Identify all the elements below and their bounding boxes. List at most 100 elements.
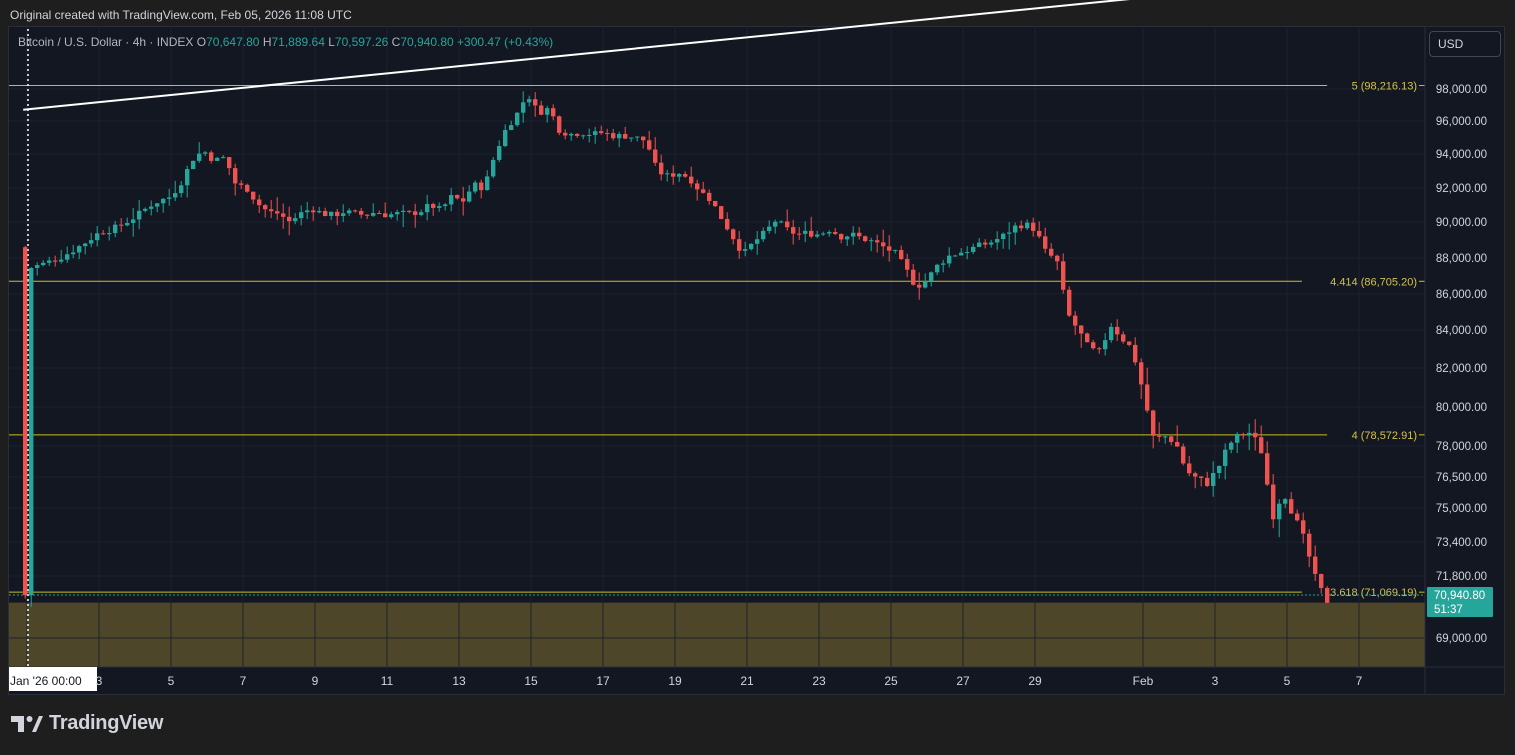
candle-body [863,236,868,242]
candle-body [935,264,940,273]
time-axis-label: 3 [96,674,103,688]
candle-body [1277,503,1282,520]
candle-body [1313,556,1318,574]
candle-body [431,204,436,208]
time-axis-label: 11 [381,674,394,688]
candle-body [359,210,364,215]
candle-body [311,210,316,213]
candle-body [365,214,370,216]
price-axis-label: 96,000.00 [1436,116,1487,128]
last-price-countdown: 51:37 [1434,604,1463,616]
candle-body [1103,340,1108,350]
candle-body [71,252,76,255]
candle-body [1205,477,1210,486]
candle-body [809,230,814,237]
candle-body [107,232,112,235]
candle-body [341,213,346,217]
candle-body [119,224,124,226]
candle-body [923,281,928,288]
candle-body [929,272,934,282]
candle-body [197,153,202,161]
candle-body [551,108,556,117]
candle-body [1175,441,1180,447]
candle-body [797,233,802,235]
candle-body [407,210,412,212]
candle-body [275,211,280,214]
candle-body [353,210,358,212]
candle-body [317,211,322,213]
candle-body [779,221,784,223]
candle-body [1235,434,1240,443]
candle-body [299,212,304,219]
candle-body [101,233,106,235]
candle-body [1109,326,1114,341]
candle-body [227,157,232,169]
candle-body [1127,341,1132,345]
time-axis-label: 23 [812,674,826,688]
candle-body [977,242,982,247]
candle-body [455,195,460,199]
candle-body [335,211,340,217]
candle-body [395,212,400,215]
candle-body [1307,533,1312,557]
candle-body [467,191,472,202]
candle-body [203,152,208,154]
candle-body [1193,473,1198,477]
candle-body [1067,289,1072,316]
candle-body [1085,333,1090,343]
candle-body [131,219,136,223]
candle-body [1025,222,1030,229]
time-axis-label: 7 [1356,674,1363,688]
candle-body [737,239,742,251]
candle-body [677,174,682,177]
change-value: +300.47 (+0.43%) [457,35,554,49]
candle-body [539,105,544,115]
candle-body [35,265,40,268]
candle-body [263,205,268,210]
candle-body [851,232,856,237]
candle-body [1133,344,1138,363]
candle-body [305,210,310,213]
candle-body [965,251,970,253]
candle-body [401,210,406,213]
tradingview-logo[interactable]: TradingView [11,712,163,735]
candle-body [713,200,718,207]
fib-level-label: 4 (78,572.91) [1352,430,1417,442]
candle-body [1325,587,1330,603]
candle-body [731,229,736,240]
trendline [23,0,1130,111]
candle-body [1271,484,1276,520]
candle-body [971,246,976,252]
candle-body [761,230,766,240]
candle-body [893,250,898,252]
price-axis-label: 80,000.00 [1436,402,1487,414]
candle-body [137,210,142,220]
candle-body [821,233,826,235]
candle-body [1199,476,1204,478]
candle-body [1229,442,1234,450]
candle-body [1121,334,1126,342]
candle-body [1007,232,1012,234]
candle-body [491,159,496,177]
candle-body [1169,436,1174,442]
candle-body [905,259,910,270]
candle-body [695,183,700,190]
candle-body [839,233,844,240]
chart-frame[interactable] [8,26,1505,695]
candle-body [785,221,790,228]
trendline-layer [23,0,1130,667]
candle-body [911,269,916,285]
candle-body [647,140,652,150]
currency-button[interactable]: USD [1429,31,1501,57]
price-axis-label: 94,000.00 [1436,149,1487,161]
candle-body [1295,513,1300,521]
close-label: C [391,35,401,49]
time-axis-crosshair-tag [9,667,97,691]
candle-body [743,249,748,251]
candle-body [917,284,922,288]
candle-body [425,204,430,213]
candle-body [719,206,724,219]
candle-body [1157,435,1162,437]
candle-body [371,213,376,216]
